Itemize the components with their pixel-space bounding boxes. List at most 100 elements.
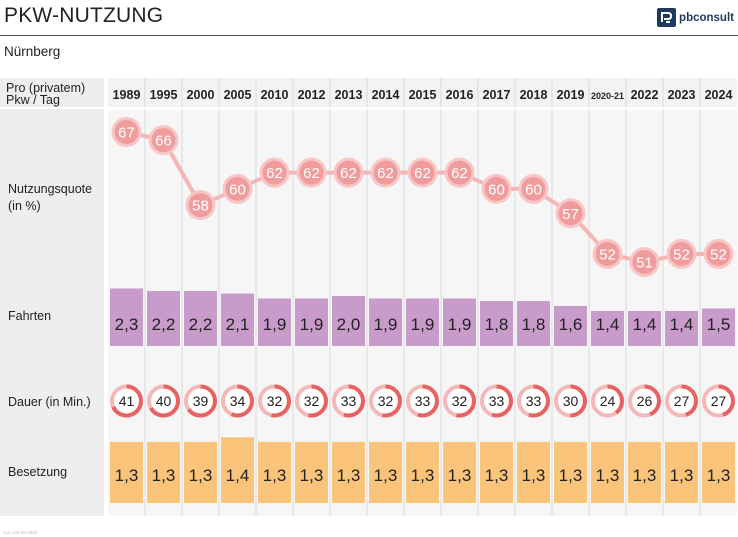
besetzung-bar: [628, 441, 661, 503]
dauer-ring-arc: [258, 384, 291, 418]
fahrten-value-label: 1,5: [707, 315, 731, 334]
page-title: PKW-NUTZUNG: [4, 4, 164, 27]
nutzungsquote-point: [151, 128, 176, 153]
logo-mark-icon: [657, 8, 677, 27]
dauer-value-label: 40: [156, 393, 172, 409]
besetzung-value-label: 1,3: [337, 466, 361, 485]
dauer-value-label: 27: [711, 393, 727, 409]
besetzung-value-label: 1,3: [374, 466, 398, 485]
fahrten-value-label: 2,0: [337, 315, 361, 334]
fahrten-value-label: 1,4: [633, 315, 657, 334]
fahrten-bar: [147, 291, 180, 346]
year-label: 2022: [631, 88, 659, 102]
year-label: 2000: [187, 88, 215, 102]
dauer-ring-arc: [184, 384, 217, 418]
document-code: 411-130-20-1902: [3, 530, 38, 535]
besetzung-value-label: 1,3: [411, 466, 435, 485]
brand-logo: pbconsult: [657, 8, 734, 27]
fahrten-value-label: 2,3: [115, 315, 139, 334]
nutzungsquote-point: [558, 201, 583, 226]
nutzungsquote-value-label: 58: [192, 198, 209, 215]
dauer-ring-arc: [628, 384, 661, 418]
besetzung-bar: [702, 441, 735, 503]
dauer-value-label: 33: [526, 393, 542, 409]
dauer-ring-arc: [221, 384, 254, 418]
fahrten-bar: [221, 293, 254, 346]
besetzung-value-label: 1,4: [226, 466, 250, 485]
dauer-value-label: 32: [378, 393, 394, 409]
year-label: 2012: [298, 88, 326, 102]
dauer-ring-arc: [332, 384, 365, 418]
nutzungsquote-point: [188, 193, 213, 218]
fahrten-value-label: 1,8: [522, 315, 546, 334]
fahrten-value-label: 1,4: [670, 315, 694, 334]
fahrten-value-label: 1,4: [596, 315, 620, 334]
fahrten-bar: [369, 298, 402, 346]
year-label: 2018: [520, 88, 548, 102]
nutzungsquote-point: [447, 160, 472, 185]
fahrten-bar: [554, 306, 587, 346]
year-header-bg: [108, 78, 737, 108]
year-label: 2014: [372, 88, 400, 102]
dauer-ring-arc: [702, 384, 735, 418]
dauer-value-label: 33: [489, 393, 505, 409]
year-label: 2019: [557, 88, 585, 102]
besetzung-value-label: 1,3: [707, 466, 731, 485]
dauer-ring-arc: [554, 384, 587, 418]
fahrten-value-label: 2,2: [189, 315, 213, 334]
besetzung-value-label: 1,3: [633, 466, 657, 485]
fahrten-bar: [332, 296, 365, 346]
nutzungsquote-value-label: 57: [562, 206, 579, 223]
page-subtitle: Nürnberg: [4, 44, 61, 59]
besetzung-bar: [110, 441, 143, 503]
nutzungsquote-value-label: 60: [525, 181, 542, 198]
dauer-value-label: 34: [230, 393, 246, 409]
year-label: 2010: [261, 88, 289, 102]
fahrten-value-label: 2,2: [152, 315, 176, 334]
nutzungsquote-point: [632, 250, 657, 275]
dauer-ring-arc: [110, 384, 143, 418]
besetzung-value-label: 1,3: [300, 466, 324, 485]
besetzung-bar: [554, 441, 587, 503]
nutzungsquote-value-label: 60: [229, 181, 246, 198]
fahrten-bar: [480, 301, 513, 346]
nutzungsquote-value-label: 62: [451, 165, 468, 182]
dauer-value-label: 32: [267, 393, 283, 409]
row-label-dauer: Dauer (in Min.): [8, 395, 91, 409]
nutzungsquote-point: [299, 160, 324, 185]
year-label: 2020-21: [591, 91, 624, 101]
fahrten-bar: [628, 311, 661, 346]
fahrten-bar: [110, 288, 143, 346]
nutzungsquote-point: [410, 160, 435, 185]
fahrten-bar: [702, 308, 735, 346]
year-label: 2015: [409, 88, 437, 102]
fahrten-bar: [406, 298, 439, 346]
nutzungsquote-value-label: 52: [710, 246, 727, 263]
year-label: 1995: [150, 88, 178, 102]
nutzungsquote-value-label: 52: [599, 246, 616, 263]
nutzungsquote-value-label: 66: [155, 133, 172, 150]
besetzung-bar: [332, 441, 365, 503]
dauer-value-label: 41: [119, 393, 135, 409]
dauer-ring-arc: [517, 384, 550, 418]
dauer-value-label: 30: [563, 393, 579, 409]
fahrten-bar: [665, 311, 698, 346]
fahrten-bar: [443, 298, 476, 346]
fahrten-value-label: 1,9: [300, 315, 324, 334]
row-label-besetzung: Besetzung: [8, 465, 67, 479]
besetzung-bar: [295, 441, 328, 503]
year-label: 1989: [113, 88, 141, 102]
year-label: 2023: [668, 88, 696, 102]
nutzungsquote-value-label: 62: [266, 165, 283, 182]
dauer-value-label: 33: [415, 393, 431, 409]
besetzung-value-label: 1,3: [115, 466, 139, 485]
besetzung-value-label: 1,3: [152, 466, 176, 485]
besetzung-value-label: 1,3: [559, 466, 583, 485]
besetzung-bar: [591, 441, 624, 503]
nutzungsquote-point: [336, 160, 361, 185]
row-label-fahrten: Fahrten: [8, 309, 51, 323]
besetzung-value-label: 1,3: [448, 466, 472, 485]
year-label: 2017: [483, 88, 511, 102]
dauer-value-label: 32: [304, 393, 320, 409]
